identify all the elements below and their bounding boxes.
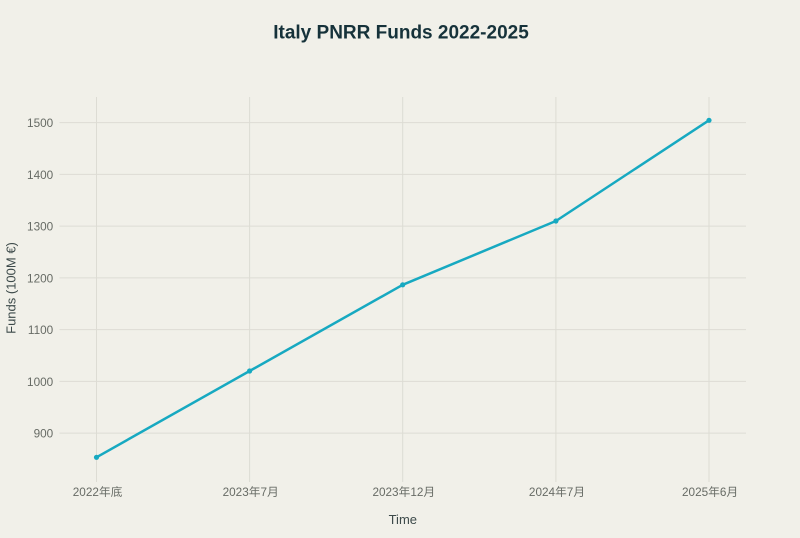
svg-text:1500: 1500	[27, 117, 54, 130]
svg-text:1100: 1100	[28, 324, 54, 337]
svg-text:2024: 2024	[529, 486, 556, 499]
svg-text:1300: 1300	[27, 221, 54, 234]
svg-text:2023: 2023	[223, 486, 250, 499]
svg-text:7: 7	[261, 486, 268, 499]
svg-text:2023: 2023	[372, 486, 399, 499]
svg-text:7: 7	[567, 486, 574, 499]
svg-text:Time: Time	[389, 512, 417, 527]
svg-text:Funds (100M €): Funds (100M €)	[4, 242, 19, 334]
svg-text:1000: 1000	[27, 376, 54, 389]
svg-text:1400: 1400	[27, 169, 54, 182]
svg-text:Italy PNRR Funds 2022-2025: Italy PNRR Funds 2022-2025	[273, 23, 529, 44]
svg-text:2022: 2022	[73, 486, 99, 499]
svg-text:900: 900	[34, 428, 54, 441]
svg-text:6: 6	[720, 486, 727, 499]
svg-text:12: 12	[410, 486, 423, 499]
svg-text:2025: 2025	[682, 486, 709, 499]
svg-text:1200: 1200	[27, 272, 54, 285]
